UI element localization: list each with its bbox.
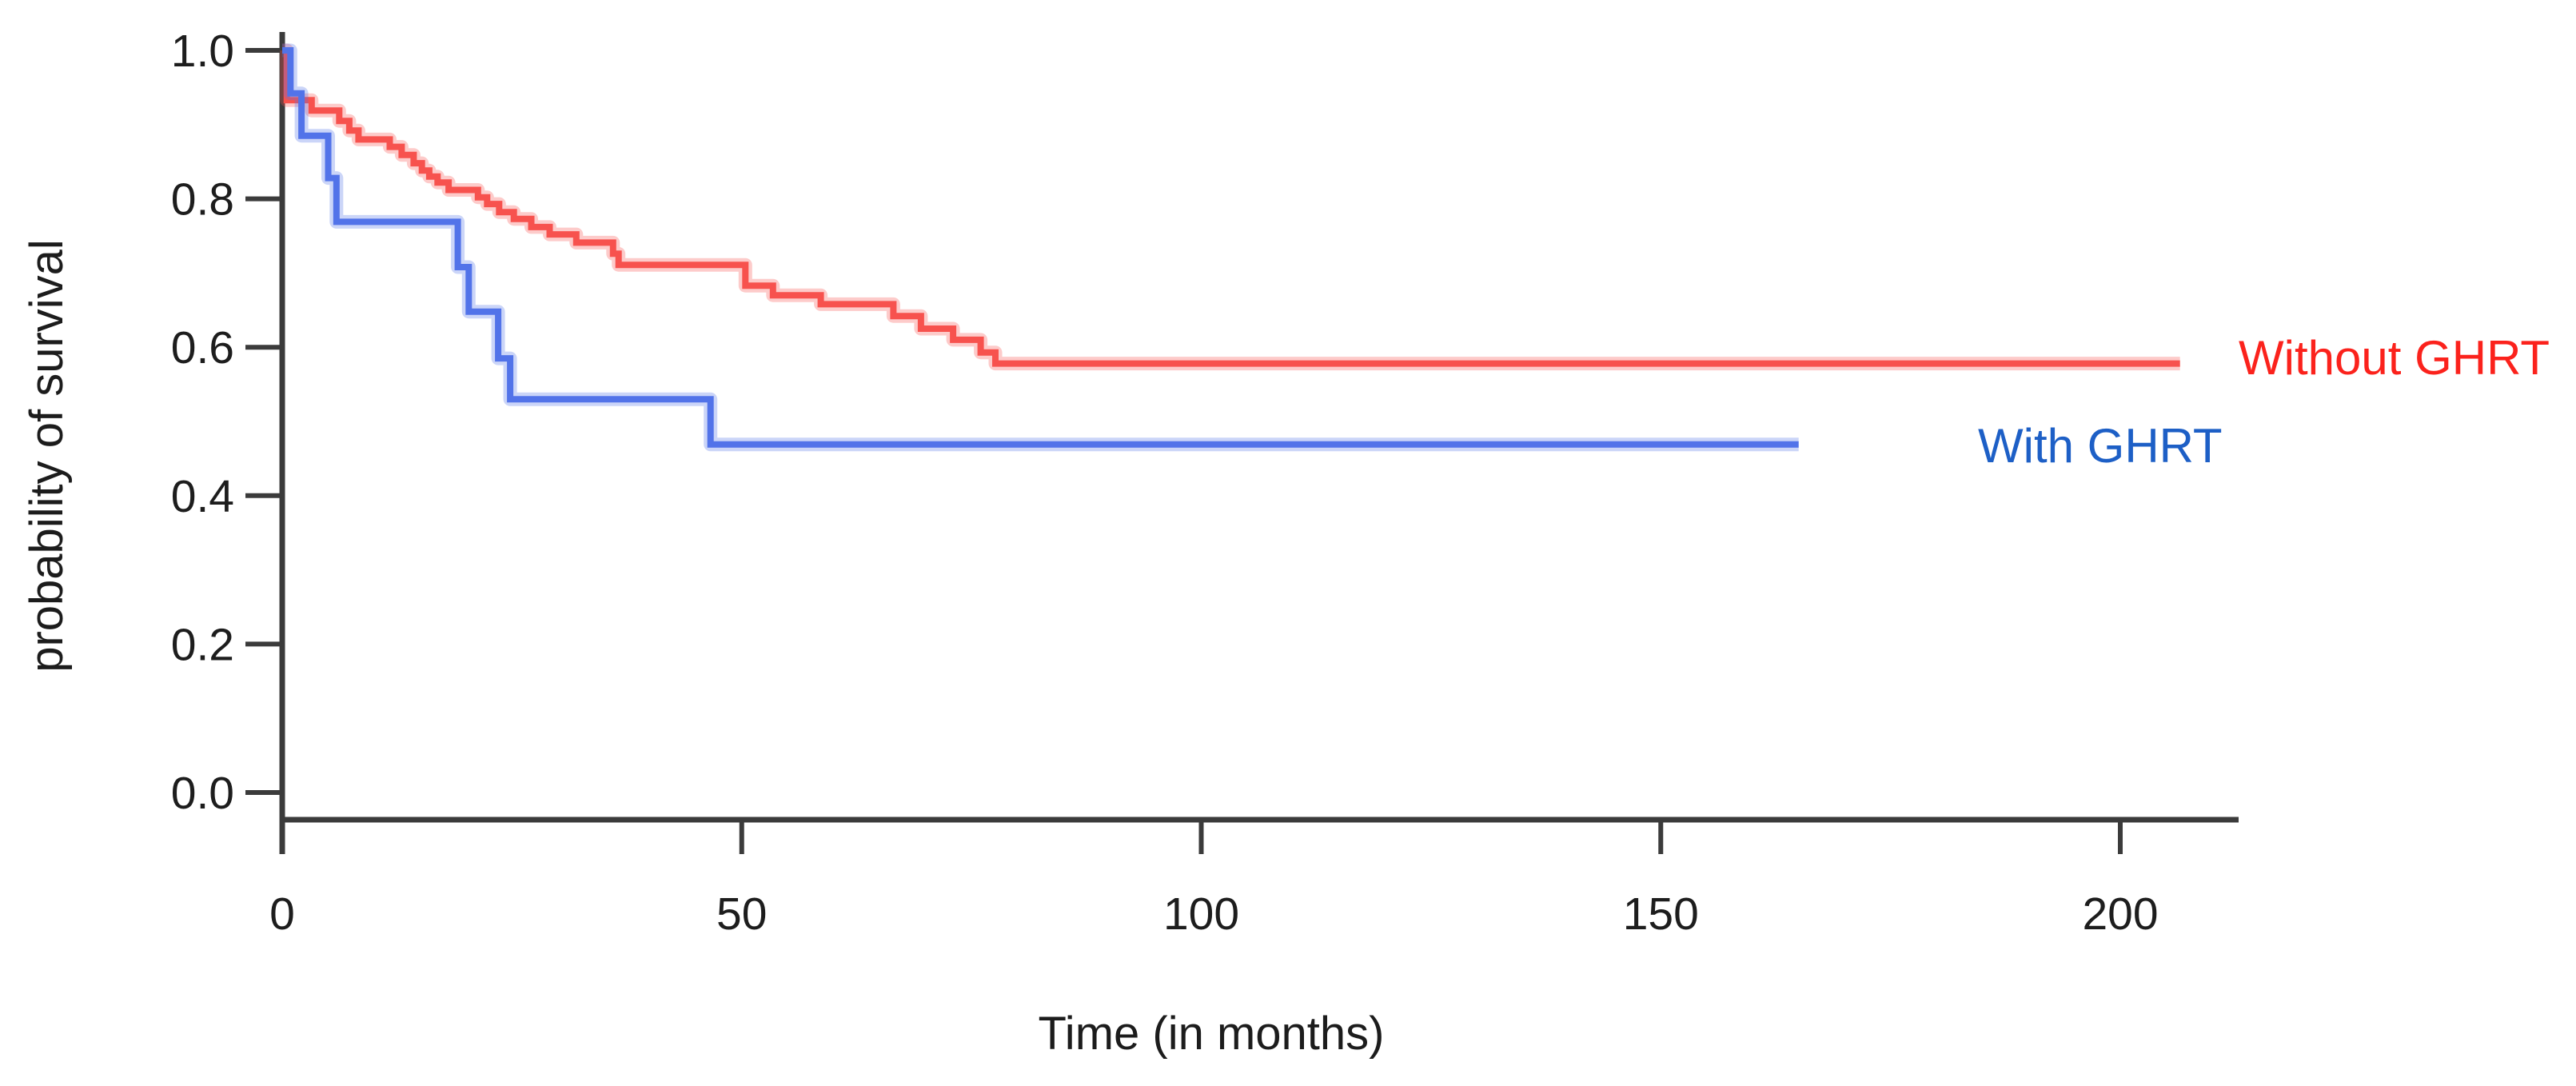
survival-curve-halo-without-ghrt — [280, 43, 2180, 371]
survival-curve-with-ghrt — [282, 47, 1799, 448]
x-tick-label-150: 150 — [1623, 888, 1699, 940]
legend-label-with-ghrt: With GHRT — [1978, 419, 2223, 473]
x-tick-label-100: 100 — [1163, 888, 1239, 940]
legend-label-without-ghrt: Without GHRT — [2239, 331, 2550, 385]
survival-curve-without-ghrt — [282, 47, 2180, 367]
y-tick-label-0.2: 0.2 — [171, 619, 234, 670]
y-tick-label-0.0: 0.0 — [171, 768, 234, 819]
y-tick-label-0.6: 0.6 — [171, 322, 234, 373]
y-tick-label-1.0: 1.0 — [171, 26, 234, 77]
curves-layer — [280, 43, 2180, 452]
axes-layer: 0.0 0.2 0.4 0.6 0.8 1.0 0 50 100 150 200 — [171, 26, 2239, 940]
y-tick-label-0.8: 0.8 — [171, 174, 234, 226]
y-tick-label-0.4: 0.4 — [171, 471, 234, 522]
x-axis-title: Time (in months) — [1039, 1008, 1385, 1060]
x-tick-label-50: 50 — [716, 888, 767, 940]
y-axis-title: probability of survival — [21, 239, 73, 673]
x-tick-label-0: 0 — [269, 888, 295, 940]
x-tick-label-200: 200 — [2082, 888, 2158, 940]
